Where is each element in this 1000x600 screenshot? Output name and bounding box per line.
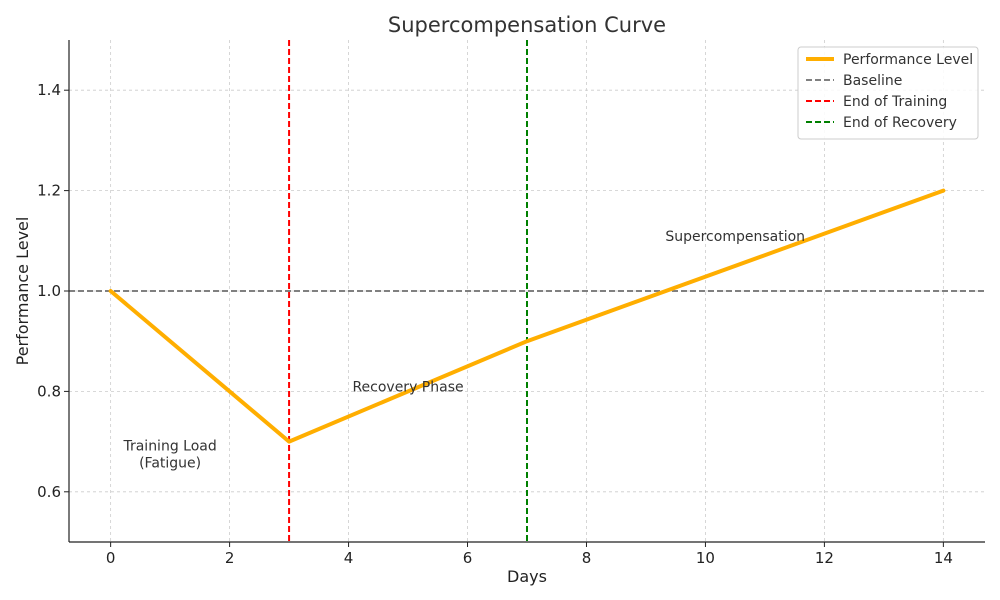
- series-line-0: [108, 188, 946, 444]
- legend-label-2: End of Training: [843, 94, 947, 110]
- annotation-0-line-0: Training Load: [122, 439, 216, 455]
- chart-title: Supercompensation Curve: [388, 13, 666, 37]
- y-tick-label-0: 0.6: [37, 483, 61, 501]
- legend-label-0: Performance Level: [843, 52, 973, 68]
- legend-label-1: Baseline: [843, 73, 902, 89]
- x-tick-label-2: 4: [344, 549, 354, 567]
- y-tick-label-1: 0.8: [37, 382, 61, 400]
- annotation-1-line-0: Recovery Phase: [352, 379, 463, 395]
- legend: Performance Level Baseline End of Training…: [797, 46, 979, 140]
- y-tick-label-4: 1.4: [37, 81, 61, 99]
- x-tick-label-6: 12: [815, 549, 834, 567]
- annotations: Training Load(Fatigue) Recovery Phase Supe…: [122, 229, 805, 472]
- legend-label-3: End of Recovery: [843, 115, 957, 131]
- reference-lines: [69, 40, 985, 542]
- y-tick-label-2: 1.0: [37, 282, 61, 300]
- x-tick-label-1: 2: [225, 549, 235, 567]
- x-tick-label-7: 14: [934, 549, 953, 567]
- series-lines: [108, 188, 946, 444]
- y-tick-label-3: 1.2: [37, 182, 61, 200]
- legend-box: [797, 46, 979, 140]
- x-axis-title: Days: [507, 567, 547, 586]
- tick-marks-and-labels: 0 2 4 6 8 10 12 14 0.6 0.8 1.0 1.2 1.4: [37, 81, 953, 567]
- annotation-2-line-0: Supercompensation: [665, 229, 805, 245]
- x-tick-label-0: 0: [106, 549, 116, 567]
- x-tick-label-5: 10: [696, 549, 715, 567]
- x-tick-label-4: 8: [582, 549, 592, 567]
- x-tick-label-3: 6: [463, 549, 473, 567]
- y-axis-title: Performance Level: [13, 217, 32, 366]
- annotation-0-line-1: (Fatigue): [139, 456, 201, 472]
